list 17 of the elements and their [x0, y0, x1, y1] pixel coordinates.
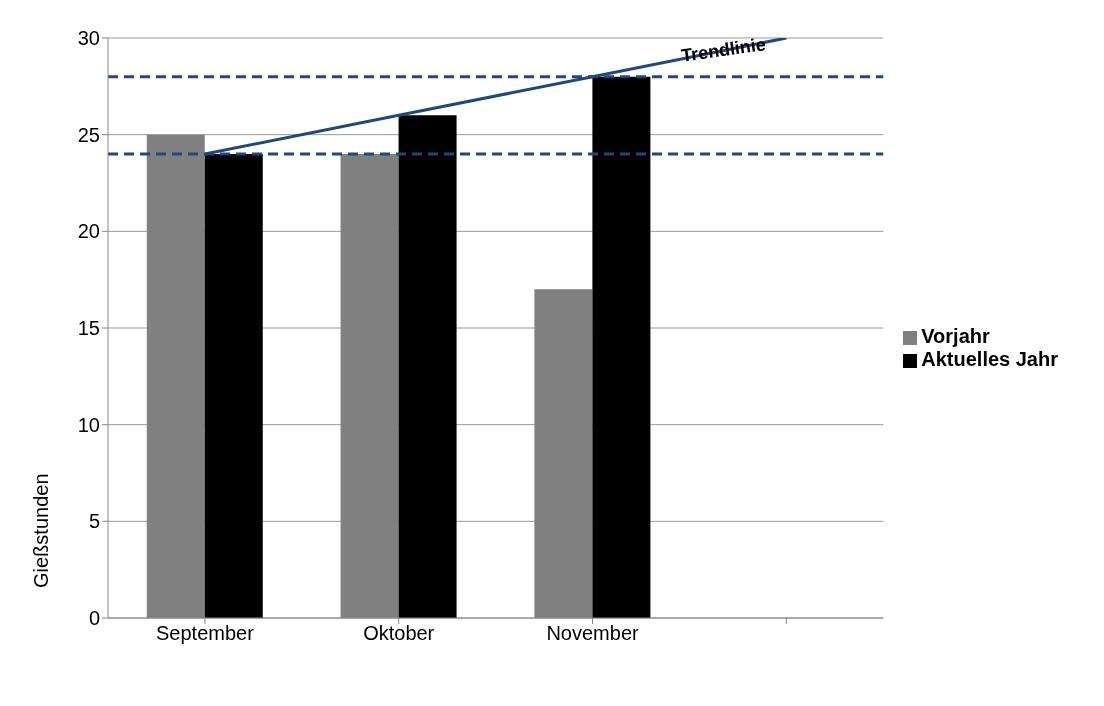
- text: Trendlinie: [679, 34, 767, 66]
- legend-label: Aktuelles Jahr: [921, 348, 1058, 370]
- x-tick-label: November: [546, 622, 639, 645]
- y-tick-label: 15: [77, 317, 100, 340]
- y-tick-label: 30: [77, 27, 100, 50]
- y-tick-label: 0: [88, 607, 100, 630]
- bar: [592, 76, 651, 618]
- y-tick-label: 5: [88, 510, 100, 533]
- x-tick-label: September: [155, 622, 255, 645]
- y-tick-label: 20: [77, 220, 100, 243]
- bar: [204, 154, 263, 618]
- y-tick-label: 10: [77, 413, 100, 436]
- x-tick-label: Oktober: [363, 622, 435, 645]
- y-axis-title: Gießstunden: [30, 473, 52, 588]
- bar: [398, 115, 457, 618]
- legend-label: Vorjahr: [921, 325, 990, 347]
- y-tick-label: 25: [77, 123, 100, 146]
